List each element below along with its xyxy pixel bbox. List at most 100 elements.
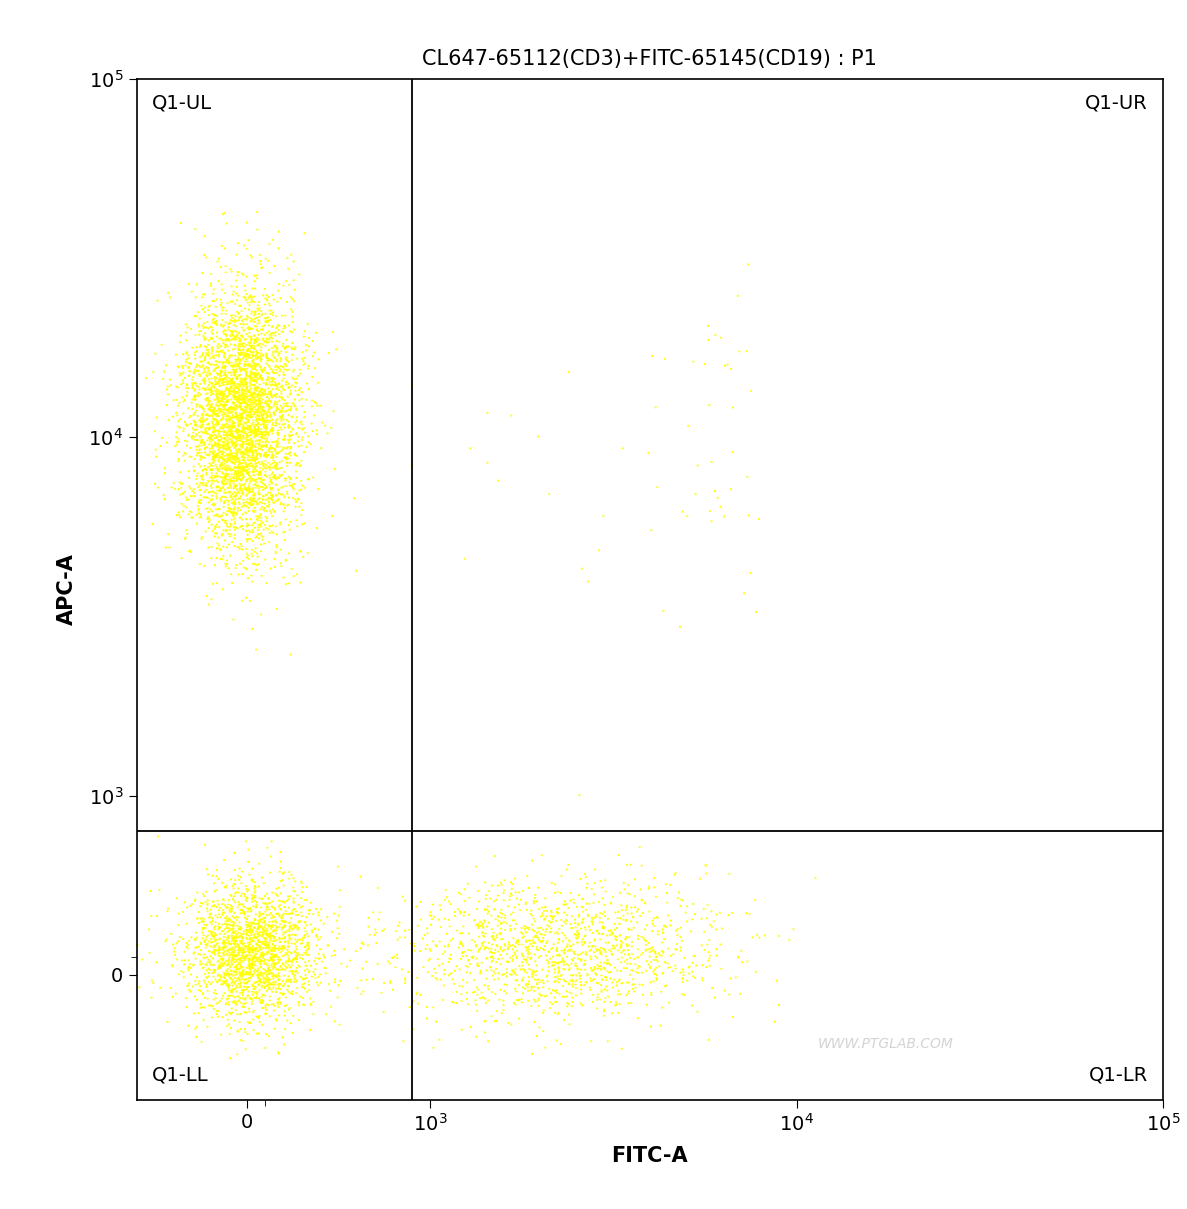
Point [214, 311, 233, 330]
Point [369, 910, 388, 930]
Point [306, 968, 325, 988]
Point [207, 313, 226, 332]
Point [526, 970, 545, 989]
Point [228, 519, 247, 538]
Point [237, 461, 256, 480]
Point [261, 382, 280, 401]
Point [228, 476, 247, 496]
Point [228, 960, 247, 979]
Point [579, 895, 598, 914]
Point [516, 922, 535, 942]
Point [268, 480, 287, 499]
Point [267, 982, 286, 1001]
Point [234, 925, 253, 944]
Point [306, 394, 325, 413]
Point [580, 978, 599, 997]
Point [545, 972, 564, 991]
Point [292, 889, 311, 908]
Point [185, 391, 204, 410]
Point [229, 389, 248, 409]
Point [253, 943, 272, 962]
Point [214, 987, 233, 1006]
Y-axis label: APC-A: APC-A [57, 554, 77, 625]
Point [239, 340, 258, 359]
Point [222, 323, 241, 342]
Point [504, 964, 523, 983]
Point [240, 955, 259, 974]
Point [653, 964, 672, 983]
Point [440, 949, 459, 968]
Point [208, 434, 227, 453]
Point [241, 941, 260, 960]
Point [507, 982, 526, 1001]
Point [214, 354, 233, 374]
Point [223, 949, 242, 968]
Point [231, 400, 250, 420]
Point [221, 438, 240, 457]
Point [209, 406, 228, 426]
Point [254, 972, 273, 991]
Point [261, 384, 280, 404]
Point [196, 378, 215, 398]
Point [227, 559, 246, 578]
Point [254, 945, 273, 965]
Point [202, 412, 221, 432]
Point [202, 355, 221, 375]
Point [209, 959, 228, 978]
Point [597, 947, 616, 966]
Point [220, 409, 239, 428]
Point [247, 933, 266, 953]
Point [158, 384, 177, 404]
Point [233, 442, 252, 462]
Point [493, 942, 512, 961]
Point [239, 446, 258, 465]
Point [272, 994, 291, 1013]
Point [205, 451, 224, 470]
Point [204, 960, 223, 979]
Point [307, 927, 326, 947]
Point [164, 391, 183, 410]
Point [240, 919, 259, 938]
Point [154, 485, 173, 504]
Point [272, 420, 291, 439]
Point [240, 971, 259, 990]
Point [325, 459, 344, 479]
Point [283, 866, 301, 885]
Point [205, 944, 224, 964]
Point [461, 439, 480, 458]
Point [666, 863, 685, 883]
Point [548, 958, 567, 977]
Point [253, 497, 272, 516]
Point [234, 966, 253, 985]
Point [208, 457, 227, 476]
Point [280, 433, 299, 452]
Point [249, 469, 268, 488]
Point [529, 948, 548, 967]
Point [208, 323, 227, 342]
Point [209, 941, 228, 960]
Point [512, 922, 531, 942]
Point [209, 958, 228, 977]
Point [256, 422, 275, 441]
Point [311, 899, 330, 919]
Point [249, 422, 268, 441]
Point [227, 487, 246, 507]
Point [250, 1006, 269, 1025]
Point [501, 948, 520, 967]
Point [767, 971, 786, 990]
Point [275, 522, 294, 542]
Point [322, 947, 341, 966]
Point [545, 960, 564, 979]
Point [299, 936, 318, 955]
Point [199, 346, 218, 365]
Point [239, 318, 258, 337]
Point [318, 936, 337, 955]
Point [240, 521, 259, 540]
Point [696, 354, 715, 374]
Point [224, 472, 243, 491]
Point [269, 937, 288, 956]
Point [140, 943, 159, 962]
Point [240, 465, 259, 485]
Point [237, 898, 256, 918]
Point [643, 941, 662, 960]
